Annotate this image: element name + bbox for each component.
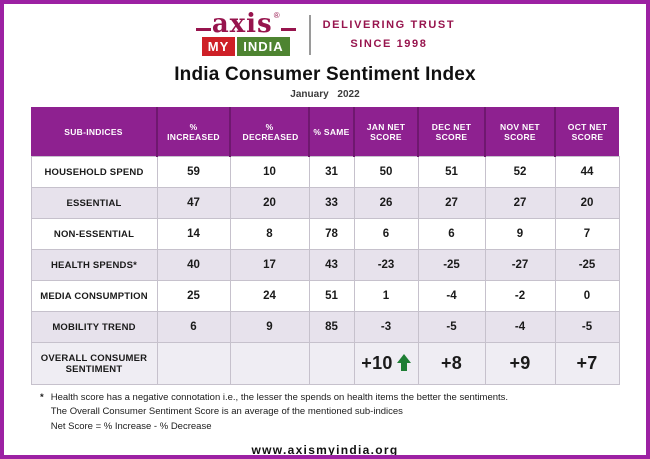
- cell-value: -25: [417, 249, 486, 282]
- row-label: OVERALL CONSUMER SENTIMENT: [30, 342, 158, 386]
- table-header-row: SUB-INDICES % INCREASED % DECREASED % SA…: [31, 107, 619, 157]
- cell-value: 24: [229, 280, 310, 313]
- cell-value: 9: [229, 311, 310, 344]
- cell-value: -27: [484, 249, 556, 282]
- cell-value: 85: [308, 311, 355, 344]
- row-label: HEALTH SPENDS*: [30, 249, 158, 282]
- column-header-nov-net-score: NOV NET SCORE: [484, 107, 555, 157]
- logo-box-my: MY: [201, 37, 236, 57]
- table-row-household-spend: HOUSEHOLD SPEND 59 10 31 50 51 52 44: [30, 156, 620, 189]
- footnote-asterisk: *: [40, 392, 44, 404]
- cell-value: -2: [484, 280, 556, 313]
- column-header-dec-net-score: DEC NET SCORE: [417, 107, 485, 157]
- cell-value: -5: [417, 311, 486, 344]
- cell-value: 51: [417, 156, 486, 189]
- cell-value: 50: [353, 156, 419, 189]
- table-row-non-essential: NON-ESSENTIAL 14 8 78 6 6 9 7: [30, 218, 620, 251]
- cell-value: 9: [484, 218, 556, 251]
- cell-value: -3: [353, 311, 419, 344]
- overall-oct-score: +7: [554, 342, 620, 386]
- column-header-pct-decreased: % DECREASED: [229, 107, 309, 157]
- overall-jan-score: +10: [353, 342, 419, 386]
- cell-value: 7: [554, 218, 620, 251]
- cell-value: 47: [156, 187, 231, 220]
- row-label: MOBILITY TREND: [30, 311, 158, 344]
- cell-value: 10: [229, 156, 310, 189]
- logo-divider: [308, 14, 311, 55]
- cell-value: 78: [308, 218, 355, 251]
- cell-value: -25: [554, 249, 620, 282]
- cell-value: 14: [156, 218, 231, 251]
- cell-value: 8: [229, 218, 310, 251]
- cell-value: 31: [308, 156, 355, 189]
- cell-value: 26: [353, 187, 419, 220]
- cell-value: 0: [554, 280, 620, 313]
- table-row-overall-sentiment: OVERALL CONSUMER SENTIMENT +10 +8 +9 +7: [30, 342, 620, 386]
- cell-value: -4: [484, 311, 556, 344]
- footnote-text: Health score has a negative connotation …: [51, 391, 508, 434]
- table-row-health-spends: HEALTH SPENDS* 40 17 43 -23 -25 -27 -25: [30, 249, 620, 282]
- cell-value: 27: [417, 187, 486, 220]
- sentiment-index-table: SUB-INDICES % INCREASED % DECREASED % SA…: [30, 107, 620, 386]
- cell-value: 1: [353, 280, 419, 313]
- brand-tagline: DELIVERING TRUST SINCE 1998: [323, 16, 456, 53]
- cell-value: -5: [554, 311, 620, 344]
- cell-value: 33: [308, 187, 355, 220]
- cell-value: 59: [156, 156, 231, 189]
- tagline-line1: DELIVERING TRUST: [322, 18, 456, 31]
- cell-value: 20: [554, 187, 620, 220]
- cell-value: 52: [484, 156, 556, 189]
- axis-brand-text: axis: [211, 9, 273, 39]
- brand-logo: axis ® MY INDIA DELIVERING TRUST SINCE 1…: [4, 9, 646, 57]
- row-label: NON-ESSENTIAL: [30, 218, 158, 251]
- cell-value: 20: [229, 187, 310, 220]
- overall-nov-score: +9: [484, 342, 556, 386]
- cell-empty: [308, 342, 355, 386]
- cell-empty: [229, 342, 310, 386]
- cell-empty: [156, 342, 231, 386]
- page-title: India Consumer Sentiment Index: [174, 64, 476, 86]
- up-arrow-icon: [396, 354, 411, 372]
- cell-value: -23: [353, 249, 419, 282]
- table-row-mobility-trend: MOBILITY TREND 6 9 85 -3 -5 -4 -5: [30, 311, 620, 344]
- my-india-boxes: MY INDIA: [201, 37, 290, 57]
- column-header-sub-indices: SUB-INDICES: [31, 107, 157, 157]
- row-label: MEDIA CONSUMPTION: [30, 280, 158, 313]
- cell-value: -4: [417, 280, 486, 313]
- column-header-jan-net-score: JAN NET SCORE: [353, 107, 418, 157]
- cell-value: 6: [353, 218, 419, 251]
- cell-value: 51: [308, 280, 355, 313]
- footnote-line1: Health score has a negative connotation …: [50, 392, 509, 404]
- logo-underscore-left: [195, 28, 211, 32]
- column-header-pct-increased: % INCREASED: [156, 107, 230, 157]
- row-label: ESSENTIAL: [30, 187, 158, 220]
- tagline-line2: SINCE 1998: [350, 37, 428, 50]
- column-header-oct-net-score: OCT NET SCORE: [554, 107, 619, 157]
- footnote-block: * Health score has a negative connotatio…: [40, 391, 646, 434]
- logo-box-india: INDIA: [237, 37, 290, 57]
- column-header-pct-same: % SAME: [308, 107, 354, 157]
- axis-my-india-logo: axis ® MY INDIA: [195, 9, 297, 57]
- cell-value: 43: [308, 249, 355, 282]
- cell-value: 44: [554, 156, 620, 189]
- cell-value: 6: [156, 311, 231, 344]
- cell-value: 17: [229, 249, 310, 282]
- website-url: www.axismyindia.org: [251, 442, 399, 457]
- row-label: HOUSEHOLD SPEND: [30, 156, 158, 189]
- footnote-line2: The Overall Consumer Sentiment Score is …: [50, 406, 403, 418]
- cell-value: 27: [484, 187, 556, 220]
- overall-dec-score: +8: [417, 342, 486, 386]
- cell-value: 6: [417, 218, 486, 251]
- period-subtitle: January 2022: [290, 89, 360, 101]
- registered-trademark-icon: ®: [273, 11, 280, 20]
- table-row-essential: ESSENTIAL 47 20 33 26 27 27 20: [30, 187, 620, 220]
- logo-underscore-right: [280, 28, 296, 32]
- axis-wordmark: axis ®: [195, 9, 297, 39]
- footnote-line3: Net Score = % Increase - % Decrease: [50, 420, 212, 432]
- cell-value: 40: [156, 249, 231, 282]
- table-row-media-consumption: MEDIA CONSUMPTION 25 24 51 1 -4 -2 0: [30, 280, 620, 313]
- cell-value: 25: [156, 280, 231, 313]
